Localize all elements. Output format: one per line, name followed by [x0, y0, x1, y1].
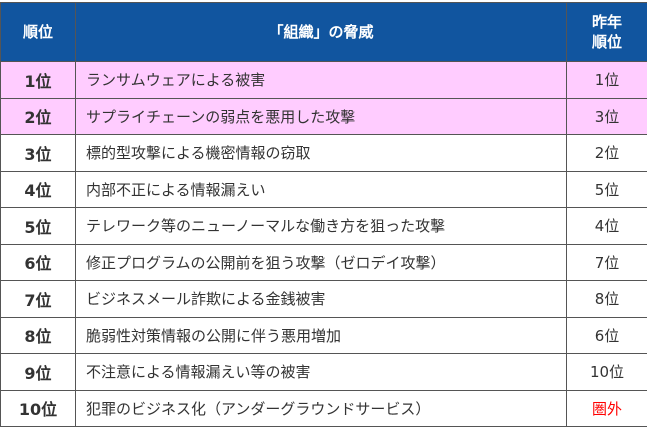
table-row: 9位 不注意による情報漏えい等の被害 10位 — [0, 353, 647, 391]
prev-rank-cell: 7位 — [566, 243, 647, 281]
header-prev-line1: 昨年 — [591, 13, 622, 31]
prev-rank-cell: 3位 — [566, 97, 647, 135]
rank-cell: 4位 — [0, 170, 76, 208]
header-prev-line2: 順位 — [591, 33, 622, 51]
threat-cell: 内部不正による情報漏えい — [75, 170, 567, 208]
table-row: 10位 犯罪のビジネス化（アンダーグラウンドサービス） 圏外 — [0, 389, 647, 427]
table-row: 4位 内部不正による情報漏えい 5位 — [0, 170, 647, 208]
threat-cell: 修正プログラムの公開前を狙う攻撃（ゼロデイ攻撃） — [75, 243, 567, 281]
rank-cell: 2位 — [0, 97, 76, 135]
prev-rank-cell: 圏外 — [566, 389, 647, 427]
prev-rank-cell: 1位 — [566, 61, 647, 99]
threat-cell: 脆弱性対策情報の公開に伴う悪用増加 — [75, 316, 567, 354]
header-rank: 順位 — [0, 2, 76, 62]
header-threat: 「組織」の脅威 — [75, 2, 567, 62]
rank-cell: 6位 — [0, 243, 76, 281]
table-row: 5位 テレワーク等のニューノーマルな働き方を狙った攻撃 4位 — [0, 207, 647, 245]
prev-rank-cell: 8位 — [566, 280, 647, 318]
threat-cell: ランサムウェアによる被害 — [75, 61, 567, 99]
prev-rank-cell: 6位 — [566, 316, 647, 354]
prev-rank-cell: 5位 — [566, 170, 647, 208]
rank-cell: 5位 — [0, 207, 76, 245]
prev-rank-cell: 4位 — [566, 207, 647, 245]
header-row: 順位 「組織」の脅威 昨年 順位 — [0, 2, 647, 62]
rank-cell: 10位 — [0, 389, 76, 427]
table-row: 8位 脆弱性対策情報の公開に伴う悪用増加 6位 — [0, 316, 647, 354]
table-row: 2位 サプライチェーンの弱点を悪用した攻撃 3位 — [0, 97, 647, 135]
threat-cell: 不注意による情報漏えい等の被害 — [75, 353, 567, 391]
rank-cell: 1位 — [0, 61, 76, 99]
threat-cell: テレワーク等のニューノーマルな働き方を狙った攻撃 — [75, 207, 567, 245]
header-prev-rank: 昨年 順位 — [566, 2, 647, 62]
table-row: 3位 標的型攻撃による機密情報の窃取 2位 — [0, 134, 647, 172]
rank-cell: 7位 — [0, 280, 76, 318]
table-row: 6位 修正プログラムの公開前を狙う攻撃（ゼロデイ攻撃） 7位 — [0, 243, 647, 281]
prev-rank-cell: 10位 — [566, 353, 647, 391]
prev-rank-cell: 2位 — [566, 134, 647, 172]
threat-cell: サプライチェーンの弱点を悪用した攻撃 — [75, 97, 567, 135]
rank-cell: 8位 — [0, 316, 76, 354]
rank-cell: 9位 — [0, 353, 76, 391]
table-row: 7位 ビジネスメール詐欺による金銭被害 8位 — [0, 280, 647, 318]
table-row: 1位 ランサムウェアによる被害 1位 — [0, 61, 647, 99]
rank-cell: 3位 — [0, 134, 76, 172]
threat-cell: ビジネスメール詐欺による金銭被害 — [75, 280, 567, 318]
threat-cell: 犯罪のビジネス化（アンダーグラウンドサービス） — [75, 389, 567, 427]
threat-cell: 標的型攻撃による機密情報の窃取 — [75, 134, 567, 172]
